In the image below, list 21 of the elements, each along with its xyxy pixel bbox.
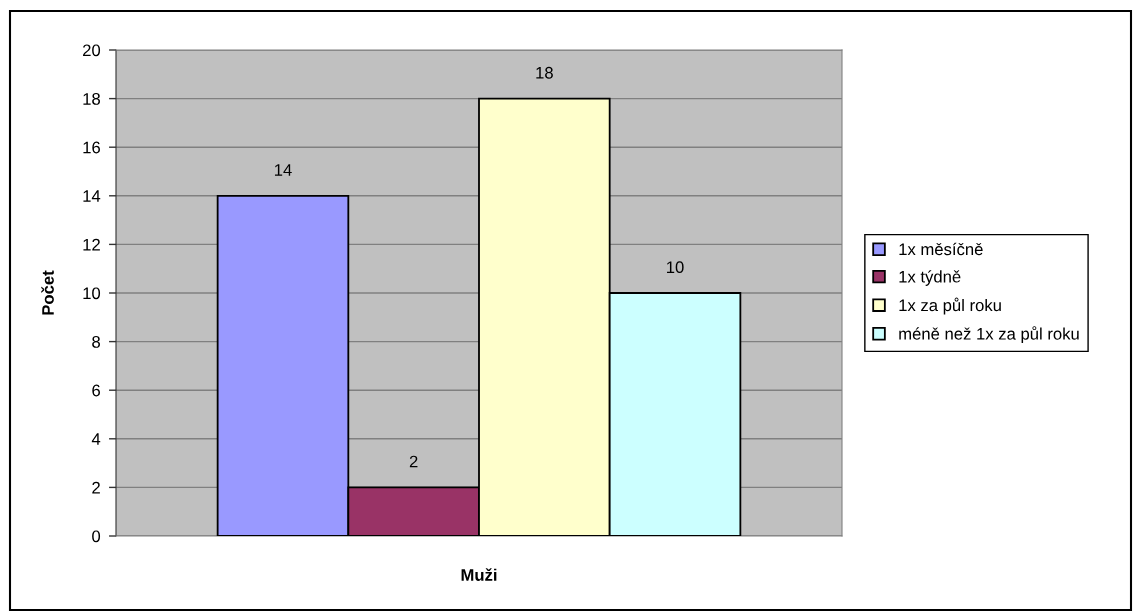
y-tick-label: 12 — [83, 238, 100, 251]
y-tick-label: 16 — [83, 141, 100, 154]
y-tick-label: 6 — [92, 384, 100, 397]
legend-label: 1x za půl roku — [899, 297, 1001, 315]
data-label: 2 — [409, 455, 418, 468]
y-tick-label: 14 — [83, 190, 101, 202]
data-label: 14 — [274, 164, 292, 176]
legend-label: méně než 1x za půl roku — [899, 326, 1079, 344]
y-tick-label: 2 — [92, 481, 100, 494]
y-tick-label: 8 — [92, 336, 100, 348]
y-tick-label: 0 — [92, 530, 101, 543]
x-axis-title: Muži — [461, 568, 497, 581]
y-axis-title: Počet — [41, 270, 54, 315]
data-label: 10 — [667, 261, 684, 274]
y-tick-label: 20 — [83, 44, 101, 57]
data-label: 18 — [536, 66, 553, 79]
y-tick-label: 4 — [91, 433, 101, 445]
y-tick-label: 18 — [83, 93, 100, 105]
legend-label: 1x týdně — [899, 270, 961, 286]
legend-label: 1x měsíčně — [899, 242, 983, 256]
y-tick-label: 10 — [83, 287, 101, 300]
